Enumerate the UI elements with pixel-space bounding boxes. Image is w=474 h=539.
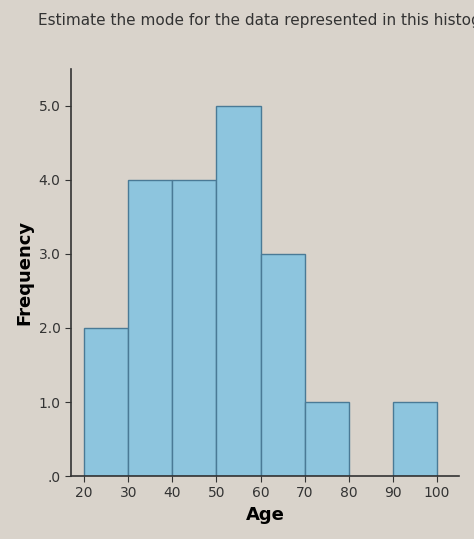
Bar xyxy=(305,402,349,476)
Bar xyxy=(128,180,173,476)
X-axis label: Age: Age xyxy=(246,506,284,524)
Bar xyxy=(393,402,437,476)
Bar xyxy=(261,254,305,476)
Y-axis label: Frequency: Frequency xyxy=(15,220,33,325)
Text: Estimate the mode for the data represented in this histogram.: Estimate the mode for the data represent… xyxy=(38,13,474,29)
Bar xyxy=(217,106,261,476)
Bar xyxy=(84,328,128,476)
Bar xyxy=(173,180,217,476)
